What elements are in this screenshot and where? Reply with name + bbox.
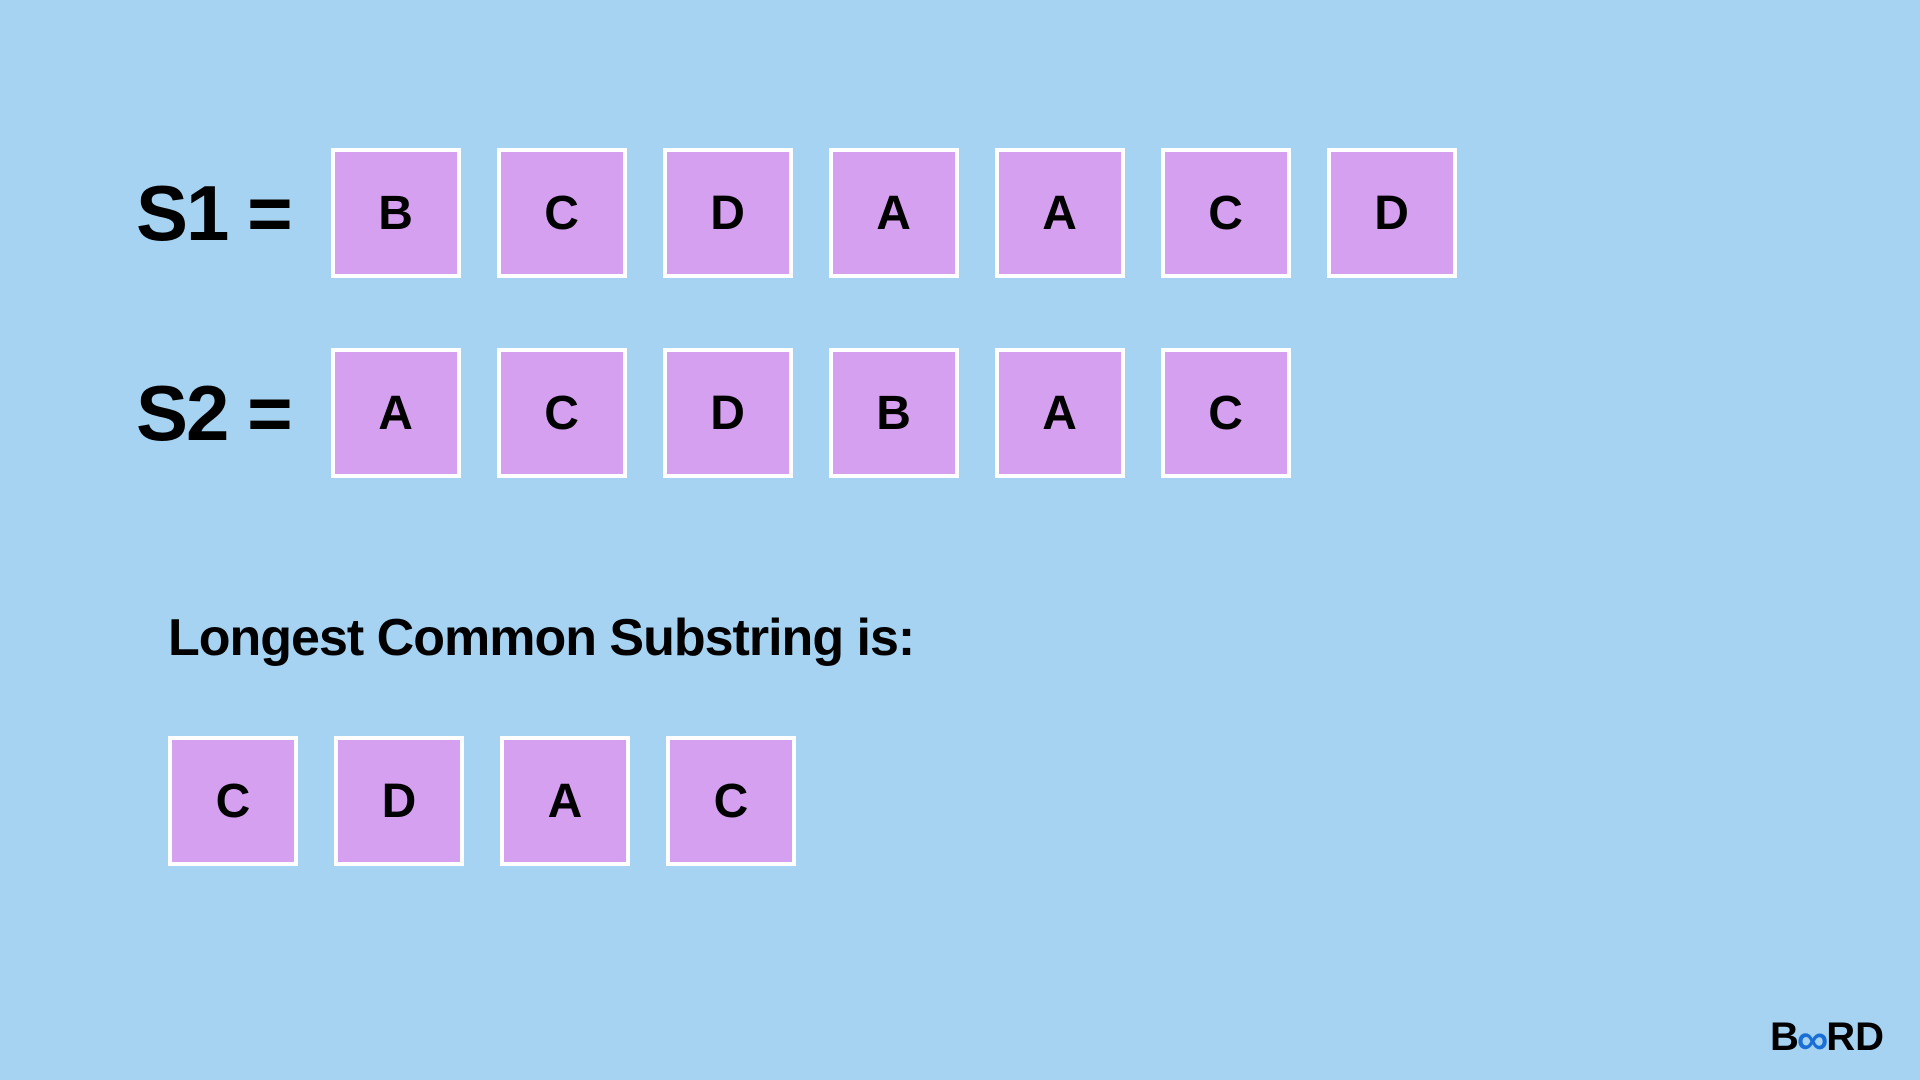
board-logo: B∞RD xyxy=(1770,1015,1884,1060)
result-row: C D A C xyxy=(168,736,796,866)
s2-box-5: C xyxy=(1161,348,1291,478)
s1-box-3: A xyxy=(829,148,959,278)
s2-boxes: A C D B A C xyxy=(331,348,1291,478)
s1-box-1: C xyxy=(497,148,627,278)
result-box-0: C xyxy=(168,736,298,866)
logo-prefix: B xyxy=(1770,1015,1799,1060)
result-box-2: A xyxy=(500,736,630,866)
s1-box-2: D xyxy=(663,148,793,278)
s1-box-5: C xyxy=(1161,148,1291,278)
s1-box-6: D xyxy=(1327,148,1457,278)
s2-label: S2 = xyxy=(136,368,291,459)
s1-label: S1 = xyxy=(136,168,291,259)
s2-box-0: A xyxy=(331,348,461,478)
s2-row: S2 = A C D B A C xyxy=(136,348,1291,478)
s1-row: S1 = B C D A A C D xyxy=(136,148,1457,278)
logo-suffix: RD xyxy=(1826,1015,1884,1060)
s2-box-1: C xyxy=(497,348,627,478)
result-boxes: C D A C xyxy=(168,736,796,866)
s1-box-4: A xyxy=(995,148,1125,278)
s2-box-4: A xyxy=(995,348,1125,478)
result-box-1: D xyxy=(334,736,464,866)
s1-boxes: B C D A A C D xyxy=(331,148,1457,278)
s1-box-0: B xyxy=(331,148,461,278)
subtitle: Longest Common Substring is: xyxy=(168,608,914,668)
s2-box-2: D xyxy=(663,348,793,478)
s2-box-3: B xyxy=(829,348,959,478)
result-box-3: C xyxy=(666,736,796,866)
